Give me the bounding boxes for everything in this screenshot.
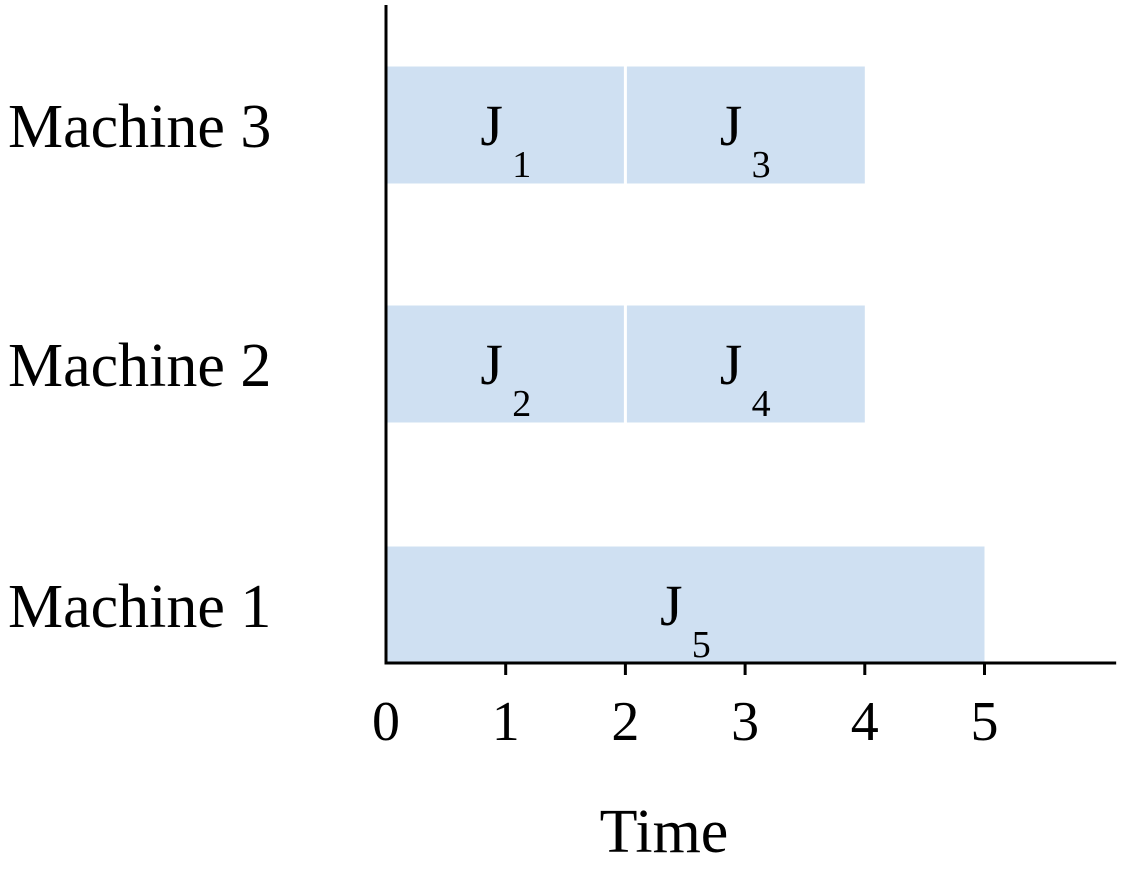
task-label: J bbox=[480, 332, 503, 397]
task-label: J bbox=[480, 93, 503, 158]
x-tick-label: 2 bbox=[611, 691, 639, 753]
machine-label: Machine 1 bbox=[8, 573, 271, 641]
task-label-subscript: 4 bbox=[752, 383, 771, 425]
x-tick-label: 5 bbox=[971, 691, 999, 753]
task-label: J bbox=[720, 332, 743, 397]
bars-layer bbox=[386, 66, 985, 664]
machine-label: Machine 2 bbox=[8, 332, 271, 400]
task-label: J bbox=[720, 93, 743, 158]
x-tick-label: 0 bbox=[372, 691, 400, 753]
x-tick-label: 3 bbox=[731, 691, 759, 753]
task-label-subscript: 3 bbox=[752, 144, 771, 186]
task-label-subscript: 5 bbox=[692, 624, 711, 666]
task-label: J bbox=[660, 573, 683, 638]
machine-label: Machine 3 bbox=[8, 93, 271, 161]
task-bar bbox=[386, 66, 624, 184]
task-bar bbox=[626, 66, 865, 184]
x-tick-label: 1 bbox=[492, 691, 520, 753]
x-tick-label: 4 bbox=[851, 691, 879, 753]
task-label-subscript: 2 bbox=[512, 383, 531, 425]
task-bar bbox=[386, 546, 985, 664]
task-label-subscript: 1 bbox=[512, 144, 531, 186]
axes-layer bbox=[384, 5, 1117, 675]
task-bar bbox=[626, 305, 865, 423]
task-bar bbox=[386, 305, 624, 423]
x-axis-title: Time bbox=[600, 798, 729, 866]
